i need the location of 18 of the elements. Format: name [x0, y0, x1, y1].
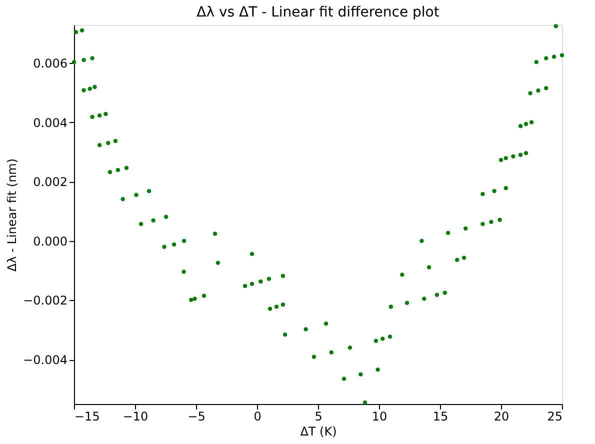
y-tick-label: 0.000 — [33, 234, 68, 248]
y-tick-label: 0.004 — [33, 116, 68, 130]
y-axis-title: Δλ - Linear fit (nm) — [5, 158, 20, 272]
x-tick-label: 5 — [314, 410, 322, 424]
x-axis-title: ΔT (K) — [300, 424, 337, 438]
x-tick-label: 20 — [494, 410, 510, 424]
x-tick-label: 15 — [432, 410, 448, 424]
y-tick-label: 0.002 — [33, 175, 68, 190]
x-tick-label: 10 — [372, 410, 388, 424]
chart-title: Δλ vs ΔT - Linear fit difference plot — [196, 4, 440, 20]
x-tick-label: −10 — [122, 410, 148, 424]
y-tick-label: −0.004 — [23, 353, 68, 368]
y-tick-label: −0.002 — [23, 294, 68, 308]
x-tick-label: 0 — [254, 410, 262, 424]
x-tick-label: −15 — [74, 410, 100, 424]
x-tick-label: −5 — [188, 410, 206, 424]
y-tick-label: 0.006 — [33, 56, 68, 70]
x-tick-label: 25 — [547, 410, 562, 424]
